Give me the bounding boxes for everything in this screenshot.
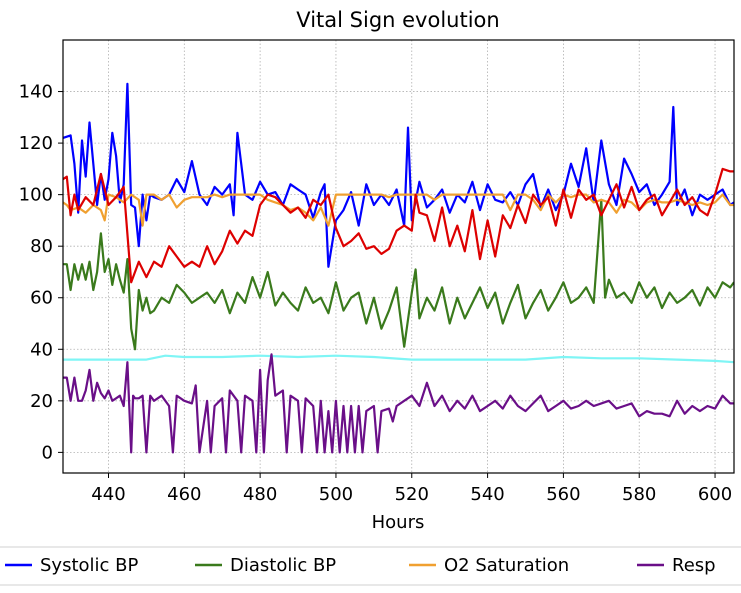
y-tick-label: 140 (19, 82, 53, 103)
chart-title: Vital Sign evolution (296, 8, 499, 32)
series-line-1 (63, 198, 734, 351)
axis-ticks: 440 460 480 500 520 540 560 580 600 0 20 40 60 80 100 1… (19, 82, 733, 505)
legend: Systolic BP Diastolic BP O2 Saturation Resp (0, 546, 741, 586)
series-lines (63, 82, 734, 454)
x-tick-label: 580 (622, 484, 656, 505)
legend-label: O2 Saturation (444, 555, 569, 576)
y-tick-label: 120 (19, 133, 53, 154)
y-tick-label: 60 (30, 288, 53, 309)
plot-area (63, 82, 734, 454)
x-tick-label: 540 (470, 484, 504, 505)
legend-box (0, 546, 741, 586)
x-tick-label: 440 (91, 484, 125, 505)
y-tick-label: 100 (19, 185, 53, 206)
y-tick-label: 80 (30, 236, 53, 257)
series-line-5 (63, 353, 734, 454)
legend-label: Systolic BP (40, 555, 138, 576)
legend-label: Resp (672, 555, 716, 576)
series-line-3 (63, 167, 734, 284)
x-tick-label: 560 (546, 484, 580, 505)
y-tick-label: 0 (42, 442, 53, 463)
x-tick-label: 520 (395, 484, 429, 505)
legend-label: Diastolic BP (230, 555, 336, 576)
x-tick-label: 480 (243, 484, 277, 505)
series-line-2 (63, 193, 734, 227)
series-line-0 (63, 82, 734, 268)
y-tick-label: 40 (30, 339, 53, 360)
x-tick-label: 600 (698, 484, 732, 505)
y-tick-label: 20 (30, 391, 53, 412)
plot-frame (62, 39, 735, 474)
x-tick-label: 460 (167, 484, 201, 505)
x-axis-label: Hours (372, 512, 425, 533)
series-line-4 (63, 354, 734, 364)
x-tick-label: 500 (319, 484, 353, 505)
